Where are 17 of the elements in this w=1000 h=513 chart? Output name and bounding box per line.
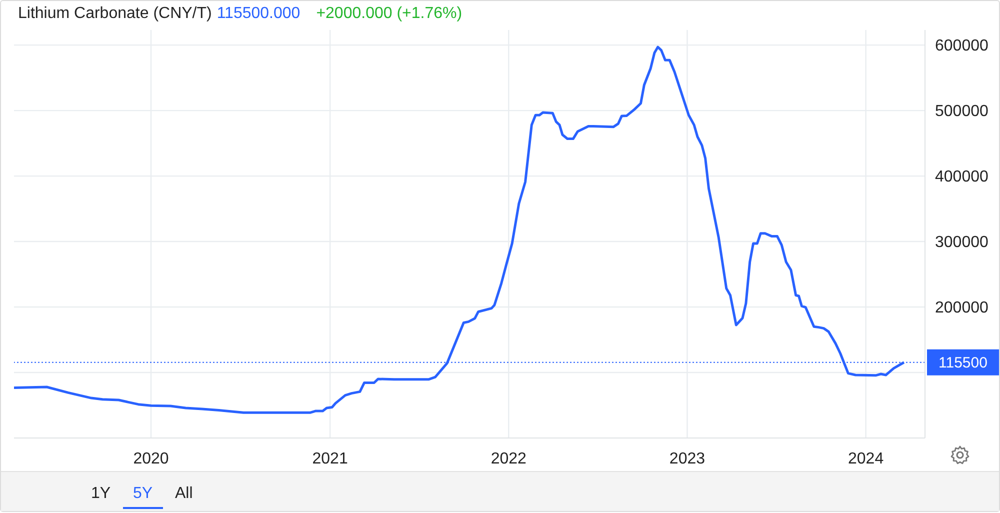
text: 115500.000	[216, 5, 300, 22]
x-tick-label: 2020	[133, 450, 169, 468]
ref-line-label: 115500	[938, 354, 988, 372]
y-tick-label: 400000	[935, 168, 988, 186]
text: 5Y	[123, 485, 163, 509]
y-tick-label: 600000	[935, 38, 988, 55]
y-tick-label: 200000	[935, 300, 988, 317]
x-tick-label: 2021	[312, 450, 348, 468]
text: All	[174, 485, 194, 504]
x-tick-label: 2023	[669, 450, 706, 468]
chart-title: Lithium Carbonate (CNY/T)	[18, 5, 212, 22]
x-tick-label: 2024	[848, 450, 884, 468]
y-tick-label: 300000	[935, 234, 988, 252]
text: +2000.000 (+1.76%)	[316, 5, 462, 22]
text: 1Y	[90, 485, 112, 504]
y-tick-label: 500000	[935, 103, 988, 120]
x-tick-label: 2022	[490, 450, 527, 468]
